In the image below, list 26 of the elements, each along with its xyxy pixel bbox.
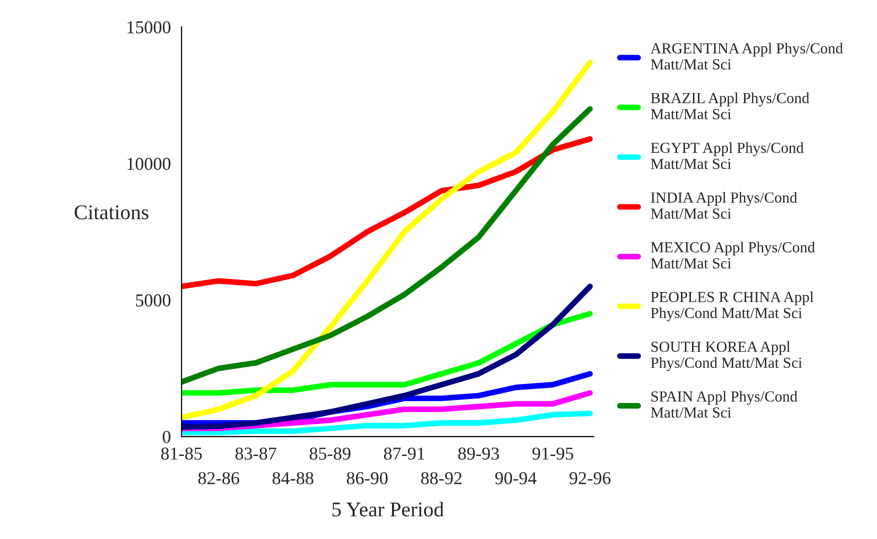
x-tick-label: 88-92 [421,472,462,484]
x-tick-label: 85-89 [310,448,350,460]
x-axis-title: 5 Year Period [332,502,444,517]
legend-label: MEXICO Appl Phys/Cond Matt/Mat Sci [650,242,815,268]
x-tick-label: 83-87 [235,448,276,460]
y-axis-title: Citations [74,205,148,220]
y-tick-label: 5000 [136,294,170,306]
y-tick-label: 15000 [128,21,170,34]
x-tick-label: 82-86 [198,472,240,484]
y-tick-label: 0 [162,430,170,444]
y-tick-label: 10000 [128,158,170,170]
x-tick-label: 81-85 [161,448,202,460]
legend-label: BRAZIL Appl Phys/Cond Matt/Mat Sci [650,92,810,120]
x-tick-label: 89-93 [458,448,499,460]
legend-label: SPAIN Appl Phys/Cond Matt/Mat Sci [650,390,798,418]
legend-label: SOUTH KOREA Appl Phys/Cond Matt/Mat Sci [650,341,802,372]
x-tick-label: 87-91 [384,448,424,460]
legend-label: EGYPT Appl Phys/Cond Matt/Mat Sci [650,142,804,169]
x-tick-label: 91-95 [532,448,574,460]
x-tick-label: 92-96 [570,472,611,484]
x-tick-label: 90-94 [495,472,537,484]
legend-label: ARGENTINA Appl Phys/Cond Matt/Mat Sci [650,42,843,70]
x-tick-label: 84-88 [272,472,314,484]
legend-label: PEOPLES R CHINA Appl Phys/Cond Matt/Mat Sci [650,291,814,322]
legend-label: INDIA Appl Phys/Cond Matt/Mat Sci [650,192,798,219]
x-tick-label: 86-90 [346,472,388,484]
